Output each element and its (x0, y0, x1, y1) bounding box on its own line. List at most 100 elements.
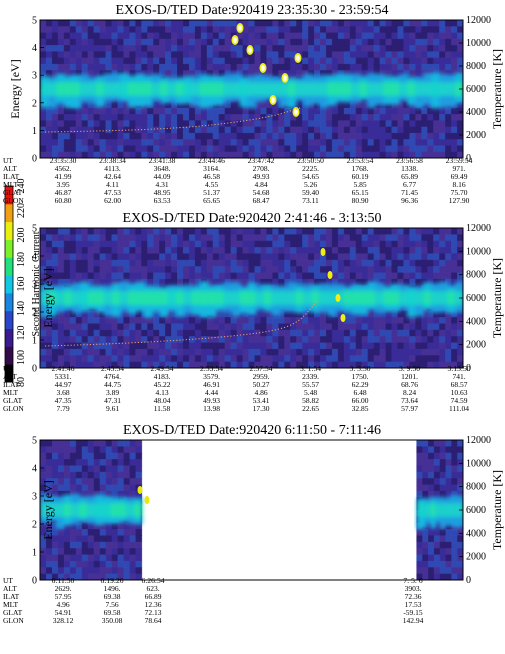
spectrogram-cell (325, 253, 333, 261)
spectrogram-cell (451, 278, 458, 286)
spectrogram-cell (308, 361, 315, 368)
spectrogram-cell (75, 26, 83, 34)
spectrogram-cell (308, 348, 315, 356)
spectrogram-cell (254, 247, 262, 255)
spectrogram-cell (99, 26, 107, 34)
spectrogram-cell (57, 529, 65, 537)
spectrogram-cell (45, 70, 53, 78)
spectrogram-cell (337, 70, 345, 78)
spectrogram-cell (99, 228, 107, 235)
spectrogram-cell (212, 228, 220, 235)
spectrogram-cell (63, 529, 71, 537)
spectrogram-cell (427, 32, 434, 40)
band-core (175, 291, 185, 305)
spectrogram-cell (248, 57, 256, 65)
spectrogram-cell (200, 234, 208, 242)
spectrogram-cell (391, 120, 399, 128)
spectrogram-cell (135, 151, 142, 158)
spectrogram-cell (391, 114, 399, 121)
spectrogram-cell (177, 228, 184, 235)
orbit-cell: 57.95 (55, 592, 72, 601)
spectrogram-cell (349, 361, 357, 368)
spectrogram-cell (93, 247, 101, 255)
spectrogram-cell (194, 348, 202, 356)
spectrogram-cell (337, 107, 345, 115)
spectrogram-cell (63, 234, 71, 242)
spectrogram-cell (99, 259, 107, 267)
spectrogram-cell (248, 348, 256, 356)
spectrogram-cell (433, 310, 440, 318)
spectrogram-cell (242, 132, 250, 140)
spectrogram-cell (40, 567, 47, 575)
spectrogram-cell (325, 145, 333, 153)
spectrogram-cell (171, 101, 178, 109)
spectrogram-cell (117, 45, 125, 52)
spectrogram-cell (248, 26, 256, 34)
spectrogram-cell (63, 45, 71, 52)
spectrogram-cell (135, 560, 143, 568)
spectrogram-cell (69, 139, 77, 147)
y2-tick-label: 8000 (466, 61, 486, 72)
orbit-cell: 74.59 (451, 396, 468, 405)
spectrogram-cell (182, 234, 190, 242)
spectrogram-cell (87, 228, 95, 235)
spectrogram-cell (290, 323, 297, 331)
spectrogram-cell (230, 234, 238, 242)
spectrogram-cell (159, 348, 166, 356)
spectrogram-cell (135, 32, 142, 40)
spectrogram-cell (141, 32, 148, 40)
spectrogram-cell (87, 490, 95, 498)
spectrogram-cell (182, 145, 190, 153)
spectrogram-cell (349, 266, 357, 274)
spectrogram-cell (51, 529, 59, 537)
spectrogram-cell (248, 51, 256, 59)
spectrogram-cell (308, 45, 315, 52)
spectrogram-cell (242, 329, 250, 337)
spectrogram-cell (129, 484, 137, 492)
spectrogram-cell (320, 342, 327, 350)
spectrogram-cell (242, 107, 250, 115)
spectrogram-cell (93, 329, 101, 337)
spectrogram-cell (343, 278, 351, 286)
spectrogram-cell (409, 151, 416, 158)
spectrogram-cell (230, 266, 238, 274)
orbit-cell: 66.00 (352, 396, 369, 405)
spectrogram-cell (93, 554, 101, 562)
spectrogram-cell (141, 20, 148, 27)
spectrogram-cell (415, 145, 422, 153)
orbit-cell: 3.68 (56, 388, 69, 397)
spectrogram-cell (99, 151, 107, 158)
spectrogram-cell (254, 266, 262, 274)
spectrogram-cell (93, 440, 101, 447)
spectrogram-cell (57, 63, 65, 71)
spectrogram-cell (81, 548, 89, 556)
orbit-cell: 13.98 (203, 404, 220, 413)
spectrogram-cell (445, 253, 452, 261)
spectrogram-cell (284, 38, 291, 46)
spectrogram-cell (349, 57, 357, 65)
spectrogram-cell (422, 548, 429, 556)
spectrogram-cell (153, 342, 160, 350)
band-core (167, 82, 177, 96)
spectrogram-cell (451, 355, 458, 363)
spectrogram-cell (81, 522, 89, 530)
spectrogram-cell (105, 541, 113, 549)
orbit-cell: 73.11 (302, 196, 319, 205)
spectrogram-cell (439, 490, 447, 498)
spectrogram-cell (99, 522, 107, 530)
spectrogram-cell (433, 151, 440, 158)
spectrogram-cell (188, 107, 196, 115)
spectrogram-cell (457, 26, 463, 34)
y2-tick-label: 0 (466, 153, 471, 164)
spectrogram-cell (87, 484, 95, 492)
spectrogram-cell (242, 57, 250, 65)
spectrogram-cell (51, 355, 59, 363)
spectrogram-cell (242, 266, 250, 274)
spectrogram-cell (200, 317, 208, 325)
spectrogram-cell (284, 317, 291, 325)
spectrogram-cell (457, 446, 463, 454)
spectrogram-cell (421, 348, 428, 356)
spectrogram-cell (182, 32, 190, 40)
spectrogram-cell (75, 484, 83, 492)
spectrogram-cell (242, 70, 250, 78)
